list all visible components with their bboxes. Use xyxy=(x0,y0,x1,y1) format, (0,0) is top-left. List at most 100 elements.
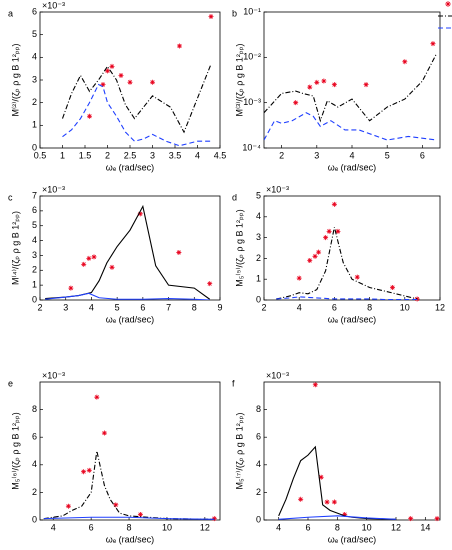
x-tick-label: 7 xyxy=(166,302,171,312)
exp-point xyxy=(296,275,302,281)
exp-point xyxy=(211,516,217,522)
exp-point xyxy=(65,503,71,509)
x-tick-label: 6 xyxy=(420,150,425,160)
y-tick-label: 2 xyxy=(256,487,261,497)
x-tick-label: 8 xyxy=(192,302,197,312)
y-tick-label: 6 xyxy=(256,432,261,442)
x-tick-label: 3 xyxy=(150,150,155,160)
exp-point xyxy=(335,228,341,234)
y-tick-label: 6 xyxy=(32,432,37,442)
exp-point xyxy=(314,79,320,85)
exp-point xyxy=(323,235,329,241)
exp-point xyxy=(177,43,182,49)
x-tick-label: 4 xyxy=(297,302,302,312)
series-line xyxy=(45,204,211,300)
y-tick-label: 8 xyxy=(256,404,261,414)
y-tick-label: 3 xyxy=(256,232,261,242)
y-tick-label: 4 xyxy=(32,52,37,62)
exp-point xyxy=(293,100,299,106)
y-tick-label: 2 xyxy=(32,265,37,275)
exp-point xyxy=(176,249,182,255)
x-tick-label: 1.5 xyxy=(79,150,92,160)
exp-point xyxy=(86,255,92,261)
y-multiplier: ×10⁻³ xyxy=(42,184,65,194)
x-tick-label: 8 xyxy=(367,302,372,312)
x-tick-label: 12 xyxy=(435,302,445,312)
exp-point xyxy=(150,79,155,85)
y-multiplier: ×10⁻³ xyxy=(42,0,65,10)
y-tick-label: 0 xyxy=(256,294,261,304)
y-tick-label: 2 xyxy=(32,487,37,497)
exp-point xyxy=(402,59,408,65)
y-tick-label: 0 xyxy=(256,514,261,524)
exp-point xyxy=(342,511,348,517)
panel-letter: e xyxy=(8,378,13,388)
exp-point xyxy=(94,394,100,400)
exp-point xyxy=(109,63,115,69)
x-tick-label: 2 xyxy=(279,150,284,160)
x-tick-label: 4 xyxy=(276,522,281,532)
x-tick-label: 1 xyxy=(60,150,65,160)
panel-letter: b xyxy=(232,8,237,18)
exp-point xyxy=(87,113,92,119)
y-axis-label: M⁽²⁾/(ζₚ ρ g B 1²ₚₚ) xyxy=(10,43,20,116)
exp-point xyxy=(408,516,414,522)
plot-area xyxy=(39,195,221,301)
x-tick-label: 6 xyxy=(332,302,337,312)
exp-point xyxy=(324,499,330,505)
exp-point xyxy=(434,516,440,522)
x-tick-label: 4.5 xyxy=(214,150,227,160)
x-axis-label: ωₑ (rad/sec) xyxy=(328,534,376,544)
exp-point xyxy=(137,211,143,217)
exp-point xyxy=(105,68,110,74)
y-tick-label: 5 xyxy=(256,190,261,200)
series-line xyxy=(43,450,215,520)
y-tick-label: 5 xyxy=(32,220,37,230)
y-tick-label: 8 xyxy=(32,404,37,414)
plot-area xyxy=(263,11,441,149)
x-tick-label: 10 xyxy=(400,302,410,312)
x-tick-label: 2 xyxy=(261,302,266,312)
series-line xyxy=(276,227,418,300)
y-tick-label: 3 xyxy=(32,250,37,260)
x-axis-label: ωₑ (rad/sec) xyxy=(328,314,376,324)
x-tick-label: 4 xyxy=(195,150,200,160)
x-tick-label: 10 xyxy=(362,522,372,532)
exp-point xyxy=(326,228,332,234)
exp-point xyxy=(312,253,318,259)
plot-area xyxy=(263,381,441,521)
exp-point xyxy=(312,382,318,388)
exp-point xyxy=(318,474,324,480)
x-tick-label: 2 xyxy=(37,302,42,312)
legend-marker xyxy=(445,1,451,7)
x-tick-label: 5 xyxy=(115,302,120,312)
exp-point xyxy=(81,469,87,475)
y-tick-label: 2 xyxy=(32,97,37,107)
y-tick-label: 1 xyxy=(32,120,37,130)
y-tick-label: 7 xyxy=(32,190,37,200)
y-tick-label: 5 xyxy=(32,29,37,39)
x-tick-label: 8 xyxy=(127,522,132,532)
exp-point xyxy=(113,502,119,508)
exp-point xyxy=(207,281,213,287)
y-tick-label: 6 xyxy=(32,205,37,215)
y-tick-label: 2 xyxy=(256,253,261,263)
exp-point xyxy=(81,261,87,267)
y-tick-label: 1 xyxy=(32,280,37,290)
y-axis-label: M₅⁽⁶⁾/(ζₚ ρ g B 1²ₚₚ) xyxy=(10,412,20,489)
exp-point xyxy=(127,79,133,85)
x-tick-label: 6 xyxy=(89,522,94,532)
y-tick-label: 3 xyxy=(32,74,37,84)
x-tick-label: 12 xyxy=(391,522,401,532)
x-axis-label: ωₑ (rad/sec) xyxy=(328,162,376,172)
y-axis-label: M⁽⁴⁾/(ζₚ ρ g B 1²ₚₚ) xyxy=(10,211,20,285)
exp-point xyxy=(321,78,327,84)
series-line xyxy=(61,63,212,134)
exp-point xyxy=(208,14,214,20)
y-tick-label: 4 xyxy=(256,211,261,221)
y-tick-label: 1 xyxy=(256,274,261,284)
y-tick-label: 4 xyxy=(256,459,261,469)
exp-point xyxy=(354,274,360,280)
series-line xyxy=(264,112,437,141)
exp-point xyxy=(298,496,304,502)
